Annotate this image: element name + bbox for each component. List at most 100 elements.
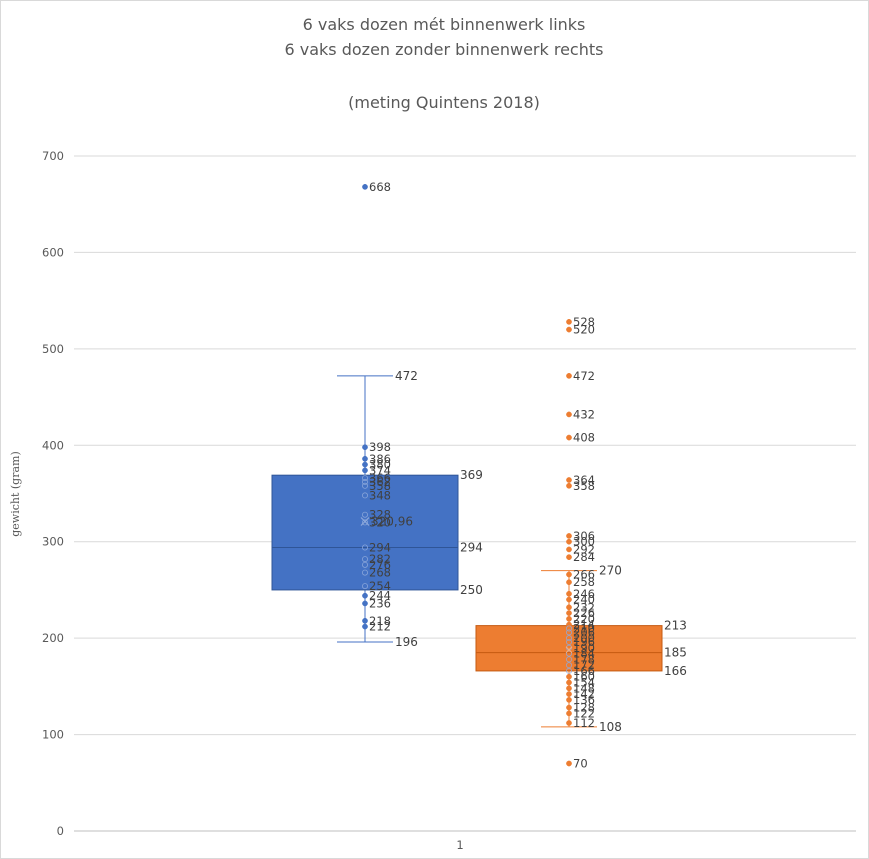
gridlines xyxy=(74,155,856,832)
data-point xyxy=(566,326,572,333)
stat-label-whisker-low: 196 xyxy=(395,635,418,649)
data-point-label: 380 xyxy=(369,458,391,472)
y-tick-label: 100 xyxy=(42,728,64,742)
mean-label: 320,96 xyxy=(371,515,413,529)
data-point-label: 226 xyxy=(573,606,595,620)
x-category-label: 1 xyxy=(456,838,463,852)
data-point xyxy=(566,434,572,441)
y-axis-title: gewicht (gram) xyxy=(9,451,22,537)
data-point-label: 364 xyxy=(573,473,595,487)
data-point xyxy=(566,482,572,489)
stat-label-whisker-high: 472 xyxy=(395,369,418,383)
stat-label-q3: 213 xyxy=(664,619,687,633)
data-point-label: 520 xyxy=(573,323,595,337)
chart-subtitle: 6 vaks dozen zonder binnenwerk rechts xyxy=(285,40,604,59)
data-point xyxy=(361,475,368,482)
stat-label-whisker-high: 270 xyxy=(599,564,622,578)
y-axis: 0 100 200 300 400 500 600 700 xyxy=(42,149,64,838)
data-point-label: 196 xyxy=(573,635,595,649)
data-point xyxy=(361,478,368,485)
y-tick-label: 0 xyxy=(57,824,64,838)
data-point-label: 320 xyxy=(369,515,391,529)
data-point xyxy=(362,592,368,599)
data-point xyxy=(361,511,368,518)
data-point-label: 148 xyxy=(573,681,595,695)
data-point-label: 214 xyxy=(573,618,595,632)
data-point xyxy=(566,639,573,646)
series-layer: 6683983863803743663623583483283202942822… xyxy=(271,180,687,771)
data-point-label: 166 xyxy=(573,664,595,678)
data-point-label: 142 xyxy=(573,687,595,701)
data-point-label: 220 xyxy=(573,612,595,626)
data-point xyxy=(566,667,573,674)
data-point-label: 328 xyxy=(369,508,391,522)
data-point xyxy=(566,579,572,586)
data-point xyxy=(566,697,572,703)
data-point xyxy=(566,673,572,680)
data-point-label: 218 xyxy=(369,614,391,628)
data-point-label: 112 xyxy=(573,716,595,730)
data-point xyxy=(566,616,572,622)
stat-label-q3: 369 xyxy=(460,468,483,482)
data-point-label: 528 xyxy=(573,315,595,329)
series-1: 6683983863803743663623583483283202942822… xyxy=(271,180,483,649)
data-point xyxy=(566,629,573,636)
data-point xyxy=(566,546,572,553)
data-point xyxy=(566,679,572,686)
chart-note: (meting Quintens 2018) xyxy=(348,93,540,112)
data-point-label: 292 xyxy=(573,542,595,556)
data-point xyxy=(362,461,368,468)
chart-title: 6 vaks dozen mét binnenwerk links xyxy=(303,15,586,34)
data-point xyxy=(362,184,368,190)
data-point-label: 172 xyxy=(573,658,595,672)
data-point-label: 240 xyxy=(573,593,595,607)
series-2: 5285204724324083643583063002922842662582… xyxy=(475,315,687,771)
data-point-label: 178 xyxy=(573,652,595,666)
data-point xyxy=(566,571,572,578)
data-point-label: 386 xyxy=(369,452,391,466)
data-point xyxy=(362,623,368,630)
data-point xyxy=(566,625,573,632)
data-point xyxy=(566,533,572,539)
data-point-label: 200 xyxy=(573,631,595,645)
data-point xyxy=(566,635,573,642)
data-point xyxy=(566,685,572,692)
data-point-label: 374 xyxy=(369,463,391,477)
data-point-label: 668 xyxy=(369,180,391,194)
data-point xyxy=(361,569,368,576)
data-point xyxy=(362,455,368,462)
data-point-label: 232 xyxy=(573,600,595,614)
data-point-label: 128 xyxy=(573,701,595,715)
box xyxy=(475,625,663,672)
data-point-label: 246 xyxy=(573,587,595,601)
data-point-label: 184 xyxy=(573,647,595,661)
data-point-label: 358 xyxy=(369,479,391,493)
stat-label-median: 294 xyxy=(460,541,483,555)
stat-label-median: 185 xyxy=(664,646,687,660)
data-point xyxy=(362,467,368,474)
data-point-label: 276 xyxy=(369,558,391,572)
data-point xyxy=(566,554,572,560)
data-point-label: 266 xyxy=(573,568,595,582)
data-point xyxy=(566,760,572,767)
data-point-label: 472 xyxy=(573,369,595,383)
box xyxy=(271,474,459,591)
data-point-label: 432 xyxy=(573,407,595,421)
data-point xyxy=(361,482,368,489)
data-point-label: 358 xyxy=(573,479,595,493)
data-point-label: 190 xyxy=(573,641,595,655)
y-tick-label: 400 xyxy=(42,438,64,452)
data-point xyxy=(362,444,368,451)
data-point-label: 268 xyxy=(369,566,391,580)
data-point xyxy=(566,650,573,657)
data-point xyxy=(361,544,368,551)
data-point-label: 254 xyxy=(369,579,391,593)
data-point xyxy=(566,319,572,325)
data-point-label: 136 xyxy=(573,693,595,707)
data-point xyxy=(566,604,572,611)
mean-marker xyxy=(360,517,370,526)
y-tick-label: 300 xyxy=(42,535,64,549)
data-point-label: 284 xyxy=(573,550,595,564)
